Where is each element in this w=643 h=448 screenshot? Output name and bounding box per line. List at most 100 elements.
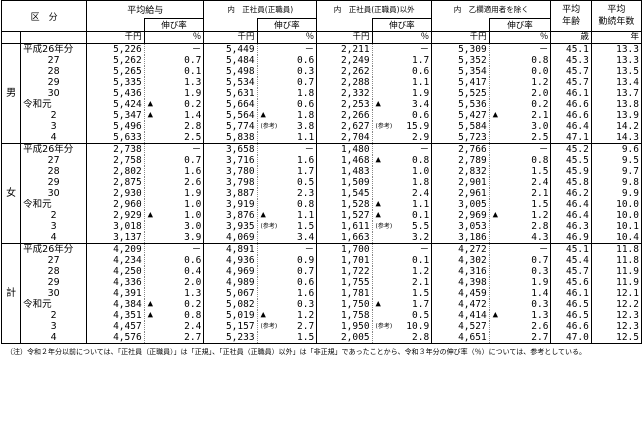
value-cell: 4,302: [431, 255, 490, 266]
value-cell: 5,536: [431, 99, 490, 110]
table-row: 29 2,875 2.6 3,798 0.5 1,509 1.8 2,901 2.4 45.8 9.…: [2, 177, 643, 188]
growth-cell: 3.2: [371, 232, 433, 244]
growth-value: 0.3: [531, 299, 549, 310]
value-cell: 5,449: [203, 43, 258, 55]
value-cell: 5,584: [431, 121, 490, 132]
value-cell: 1,468: [316, 155, 373, 166]
year-label: 28: [20, 166, 88, 177]
value-cell: 3,005: [431, 199, 490, 210]
growth-value: 2.3: [297, 188, 315, 199]
growth-cell: 2.1: [488, 188, 552, 199]
growth-cell: 1.1: [256, 132, 318, 144]
growth-value: 2.7: [297, 321, 315, 332]
avg-years-cell: 13.4: [590, 77, 643, 88]
growth-cell: －: [143, 143, 205, 155]
growth-cell: －: [371, 143, 433, 155]
growth-value: 0.7: [184, 55, 202, 66]
avg-years-cell: 11.8: [590, 243, 643, 255]
growth-value: 1.9: [184, 188, 202, 199]
value-cell: 1,663: [316, 232, 373, 244]
growth-cell: 2.9: [371, 132, 433, 144]
growth-cell: ▲ 1.7: [371, 299, 433, 310]
growth-cell: 0.4: [143, 266, 205, 277]
value-cell: 1,701: [316, 255, 373, 266]
avg-salary-header: 平均給与: [86, 0, 205, 19]
value-cell: 1,722: [316, 266, 373, 277]
growth-value: 1.7: [297, 166, 315, 177]
growth-cell: 0.6: [256, 277, 318, 288]
growth-value: 0.3: [297, 299, 315, 310]
avg-years-cell: 10.0: [590, 199, 643, 210]
growth-cell: 0.8: [488, 55, 552, 66]
growth-cell: 2.6: [488, 321, 552, 332]
nonregular-header: 内 正社員(正職員)以外: [316, 0, 433, 19]
value-cell: 3,876: [203, 210, 258, 221]
avg-years-cell: 11.9: [590, 266, 643, 277]
avg-age-cell: 45.3: [550, 55, 592, 66]
value-cell: 5,309: [431, 43, 490, 55]
growth-value: 2.1: [531, 188, 549, 199]
value-cell: 2,930: [86, 188, 145, 199]
growth-cell: 2.8: [488, 221, 552, 232]
table-row: 28 2,802 1.6 3,780 1.7 1,483 1.0 2,832 1.5 45.9 9.…: [2, 166, 643, 177]
value-cell: 1,781: [316, 288, 373, 299]
avg-years-cell: 12.3: [590, 310, 643, 321]
year-label: 29: [20, 77, 88, 88]
value-cell: 5,335: [86, 77, 145, 88]
header-row-2: 伸び率 伸び率 伸び率 伸び率: [2, 18, 642, 32]
avg-age-cell: 45.7: [550, 266, 592, 277]
unit-pct: ％: [143, 31, 205, 44]
growth-cell: 1.2: [371, 266, 433, 277]
growth-cell: ▲ 1.1: [256, 210, 318, 221]
reference-marker: (参考): [260, 323, 278, 330]
value-cell: 4,398: [431, 277, 490, 288]
growth-header-nonregular: 伸び率: [371, 18, 433, 32]
value-cell: 2,758: [86, 155, 145, 166]
avg-age-cell: 45.8: [550, 177, 592, 188]
year-label: 令和元: [20, 199, 88, 210]
growth-value: 2.7: [531, 332, 549, 343]
negative-marker: ▲: [492, 110, 499, 120]
avg-age-cell: 46.6: [550, 99, 592, 110]
avg-years-cell: 12.5: [590, 332, 643, 344]
avg-years-cell: 12.3: [590, 321, 643, 332]
growth-cell: 0.1: [371, 255, 433, 266]
value-cell: 5,347: [86, 110, 145, 121]
growth-value: 1.3: [184, 288, 202, 299]
value-cell: 5,484: [203, 55, 258, 66]
growth-cell: ▲ 1.2: [256, 310, 318, 321]
table-row: 計平成26年分 4,209 － 4,891 － 1,700 － 4,272 － 45.1 11.8: [0, 243, 643, 344]
growth-value: 1.5: [412, 288, 430, 299]
growth-value: 1.2: [412, 266, 430, 277]
growth-value: 1.7: [412, 55, 430, 66]
growth-value: 3.0: [531, 121, 549, 132]
growth-cell: 1.1: [371, 77, 433, 88]
growth-cell: 2.7: [488, 332, 552, 344]
avg-years-header: 平均 勤続年数: [590, 0, 643, 32]
growth-cell: ▲ 1.8: [256, 110, 318, 121]
growth-cell: 1.6: [143, 166, 205, 177]
growth-value: 0.0: [531, 66, 549, 77]
negative-marker: ▲: [375, 210, 381, 220]
value-cell: 2,249: [316, 55, 373, 66]
negative-marker: ▲: [147, 310, 154, 320]
avg-age-cell: 45.1: [550, 43, 592, 55]
year-label: 令和元: [20, 99, 88, 110]
growth-cell: 0.5: [371, 310, 433, 321]
value-cell: 5,427: [431, 110, 490, 121]
table-row: 令和元 4,384 ▲ 0.2 5,082 0.3 1,750 ▲ 1.7 4,472 0.3 46.…: [2, 299, 643, 310]
value-cell: 1,545: [316, 188, 373, 199]
growth-value: 15.9: [406, 121, 430, 132]
value-cell: 2,211: [316, 43, 373, 55]
growth-cell: 0.6: [371, 66, 433, 77]
growth-value: 0.4: [184, 266, 202, 277]
growth-cell: 1.5: [488, 166, 552, 177]
avg-years-cell: 12.1: [590, 288, 643, 299]
growth-value: 1.2: [297, 310, 315, 321]
growth-cell: ▲ 1.1: [371, 199, 433, 210]
category-header: 区 分: [0, 0, 88, 32]
growth-cell: －: [488, 143, 552, 155]
growth-value: 0.1: [184, 66, 202, 77]
growth-cell: 2.1: [371, 277, 433, 288]
growth-cell: 2.4: [143, 321, 205, 332]
